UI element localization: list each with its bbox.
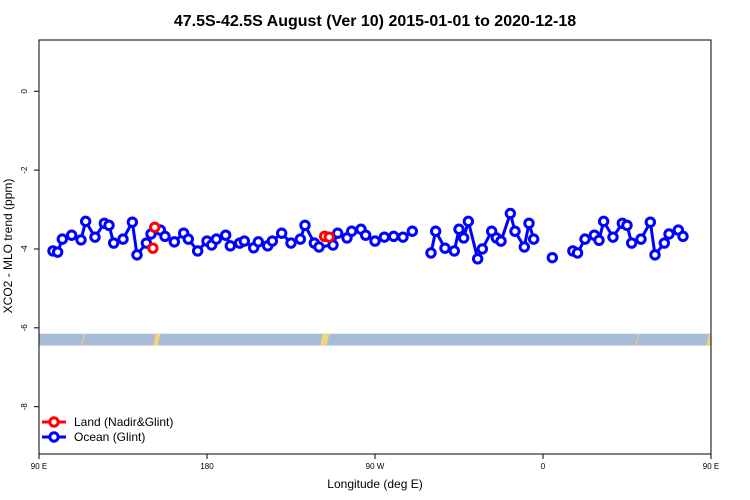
- land-mask-4: [706, 333, 711, 346]
- ocean-point-3-4: [593, 234, 605, 246]
- y-tick-label-1: -2: [20, 166, 29, 174]
- x-tick-label-4: 90 E: [703, 462, 719, 471]
- land-mask-0: [81, 333, 85, 346]
- ocean-point-0-12: [131, 249, 143, 261]
- ocean-point-1-14: [518, 241, 531, 253]
- ocean-point-3-5: [597, 215, 610, 228]
- ocean-point-3-1: [571, 247, 584, 259]
- ocean-point-0-20: [191, 245, 204, 257]
- land-point-1: [147, 242, 159, 254]
- ocean-point-0-5: [79, 215, 92, 228]
- ocean-point-0-29: [252, 236, 265, 248]
- y-axis-label: XCO2 - MLO trend (ppm): [1, 179, 15, 314]
- x-axis-label: Longitude (deg E): [327, 477, 422, 491]
- ocean-point-0-25: [224, 240, 237, 252]
- y-tick-label-2: -4: [20, 245, 29, 253]
- surface-band: [39, 333, 711, 346]
- x-tick-label-0: 90 E: [31, 462, 47, 471]
- ocean-point-1-16: [527, 233, 540, 245]
- ocean-point-0-27: [238, 235, 251, 247]
- ocean-point-0-47: [397, 231, 409, 243]
- legend-label-land: Land (Nadir&Glint): [74, 415, 173, 429]
- land-point-3: [323, 231, 335, 243]
- ocean-point-3-8: [621, 219, 633, 232]
- ocean-point-0-8: [103, 219, 115, 232]
- ocean-point-0-31: [266, 235, 279, 247]
- ocean-point-3-2: [579, 233, 591, 245]
- legend-marker-ocean: [48, 431, 60, 443]
- ocean-point-3-6: [607, 231, 619, 243]
- ocean-point-3-14: [663, 228, 675, 240]
- ocean-point-0-1: [51, 246, 64, 258]
- ocean-point-1-12: [504, 207, 517, 220]
- ocean-point-1-15: [523, 217, 535, 230]
- ocean-point-3-11: [644, 216, 657, 228]
- x-tick-label-2: 90 W: [366, 462, 385, 471]
- ocean-point-0-37: [313, 241, 325, 253]
- ocean-point-0-34: [294, 233, 307, 245]
- ocean-point-0-6: [89, 231, 101, 243]
- ocean-point-0-10: [117, 233, 129, 245]
- ocean-point-1-7: [471, 253, 484, 265]
- chart-title: 47.5S-42.5S August (Ver 10) 2015-01-01 t…: [174, 13, 576, 30]
- data-layer: [47, 207, 689, 265]
- x-tick-label-3: 0: [541, 462, 546, 471]
- ocean-point-3-16: [677, 230, 689, 243]
- legend: Land (Nadir&Glint) Ocean (Glint): [42, 415, 173, 444]
- ocean-point-0-2: [56, 233, 69, 245]
- land-mask-2: [319, 333, 330, 346]
- ocean-point-1-4: [453, 223, 465, 235]
- ocean-point-1-8: [476, 243, 489, 255]
- ocean-point-0-19: [182, 233, 195, 245]
- ocean-point-0-32: [275, 227, 288, 239]
- ocean-point-1-1: [429, 225, 442, 237]
- ocean-point-0-23: [210, 233, 223, 245]
- legend-marker-land: [48, 416, 60, 428]
- ocean-point-0-33: [285, 237, 297, 249]
- x-tick-label-1: 180: [200, 462, 214, 471]
- ocean-point-0-9: [107, 237, 120, 249]
- ocean-point-0-3: [65, 229, 78, 241]
- ocean-point-1-11: [495, 235, 507, 247]
- ocean-point-1-6: [462, 215, 475, 228]
- ocean-point-0-46: [387, 230, 400, 243]
- ocean-point-0-11: [126, 216, 139, 228]
- ocean-point-0-41: [345, 225, 358, 237]
- ocean-point-1-0: [425, 247, 437, 259]
- ocean-point-1-3: [448, 245, 461, 257]
- land-mask-1: [152, 333, 161, 346]
- ocean-point-0-35: [299, 219, 311, 232]
- ocean-point-3-9: [625, 237, 638, 249]
- ocean-point-0-48: [406, 225, 419, 237]
- y-tick-label-0: 0: [20, 88, 29, 93]
- ocean-point-1-2: [439, 242, 451, 254]
- ocean-point-0-24: [219, 229, 232, 241]
- ocean-point-3-12: [649, 249, 661, 261]
- legend-label-ocean: Ocean (Glint): [74, 430, 145, 444]
- ocean-point-3-10: [635, 233, 647, 245]
- ocean-point-0-17: [168, 236, 181, 248]
- ocean-point-0-44: [369, 235, 381, 247]
- ocean-point-0-4: [75, 234, 87, 246]
- ocean-point-3-13: [658, 237, 671, 249]
- y-tick-label-4: -8: [20, 403, 29, 411]
- ocean-point-1-5: [457, 232, 470, 244]
- land-mask-3: [635, 333, 640, 346]
- ocean-point-2-0: [546, 251, 559, 264]
- ocean-point-0-16: [159, 230, 171, 243]
- ocean-point-0-43: [359, 229, 372, 241]
- y-tick-label-3: -6: [20, 324, 29, 332]
- ocean-point-1-13: [509, 225, 521, 237]
- land-point-0: [149, 221, 161, 233]
- ocean-point-0-45: [378, 231, 391, 243]
- ocean-point-0-39: [331, 227, 344, 239]
